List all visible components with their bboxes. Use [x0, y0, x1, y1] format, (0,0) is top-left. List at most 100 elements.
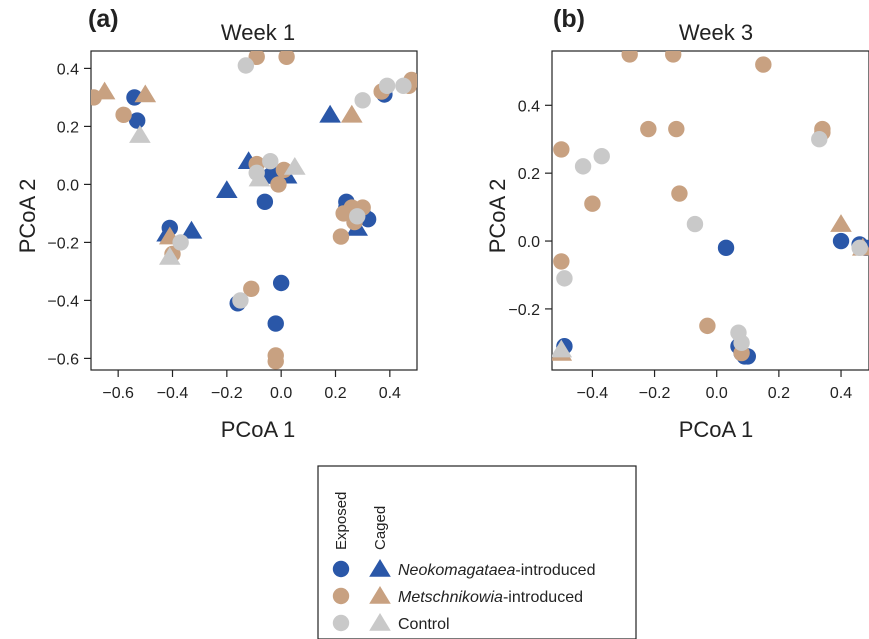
metschnikowia-exposed-point [668, 120, 685, 138]
legend-neokomagataea-caged-marker [369, 559, 391, 577]
panel-a-xlabel: PCoA 1 [221, 417, 296, 442]
metschnikowia-exposed-point [335, 205, 352, 222]
control-exposed-point [686, 215, 704, 233]
panel-a-plot: −0.6 −0.4 −0.2 0.0 0.2 0.4 −0.6 −0.4 −0.2 0.0 0.2 0… [47, 50, 418, 402]
metschnikowia-caged-point [134, 84, 157, 103]
control-exposed-point [733, 334, 750, 352]
control-caged-point [552, 339, 573, 358]
legend-col-exposed: Exposed [333, 492, 350, 550]
control-exposed-point [811, 131, 828, 148]
x-tick-label: −0.6 [102, 385, 134, 402]
x-tick-label: −0.4 [577, 385, 609, 402]
neokomagataea-exposed-point [256, 193, 274, 210]
control-caged-point [159, 246, 181, 265]
control-caged-point [283, 157, 306, 175]
metschnikowia-exposed-point [755, 56, 772, 73]
y-tick-label: 0.4 [57, 61, 79, 78]
legend-box [317, 465, 637, 639]
legend-control-exposed-marker [332, 614, 350, 632]
control-exposed-point [556, 270, 573, 287]
y-tick-label: 0.0 [518, 234, 540, 251]
y-tick-label: −0.2 [47, 235, 79, 252]
metschnikowia-exposed-point [332, 228, 350, 245]
y-tick-label: 0.2 [57, 119, 79, 136]
panel-b-ylabel: PCoA 2 [485, 179, 510, 254]
legend: Exposed Caged Neokomagataea-introduced Me… [317, 465, 637, 639]
legend-metschnikowia-caged-marker [369, 586, 391, 604]
legend-label-neokomagataea: Neokomagataea-introduced [398, 562, 595, 579]
metschnikowia-exposed-point [553, 141, 570, 158]
x-tick-label: 0.4 [830, 385, 852, 402]
legend-label-metschnikowia: Metschnikowia-introduced [398, 589, 583, 606]
control-exposed-point [262, 153, 279, 170]
metschnikowia-exposed-point [584, 195, 601, 212]
x-tick-label: 0.4 [379, 385, 401, 402]
panel-b-points [552, 51, 869, 365]
metschnikowia-exposed-point [640, 120, 657, 138]
neokomagataea-caged-point [180, 220, 203, 239]
control-exposed-point [354, 92, 371, 109]
metschnikowia-exposed-point [553, 253, 570, 270]
panel-b-plot: −0.4 −0.2 0.0 0.2 0.4 −0.2 0.0 0.2 0.4 [508, 50, 869, 402]
neokomagataea-exposed-point [717, 239, 735, 257]
panel-b-letter: (b) [553, 5, 585, 33]
x-tick-label: −0.2 [639, 385, 671, 402]
legend-rows: Neokomagataea-introduced Metschnikowia-in… [332, 559, 595, 633]
metschnikowia-exposed-point [621, 51, 638, 63]
legend-metschnikowia-exposed-marker [332, 587, 350, 605]
panel-a-letter: (a) [88, 5, 119, 33]
metschnikowia-exposed-point [699, 317, 716, 335]
metschnikowia-caged-point [341, 104, 363, 123]
control-exposed-point [378, 77, 396, 95]
neokomagataea-caged-point [319, 104, 341, 123]
panel-a-title: Week 1 [221, 20, 295, 45]
neokomagataea-exposed-point [272, 274, 290, 292]
control-exposed-point [395, 77, 412, 95]
panel-b-frame [551, 50, 869, 371]
neokomagataea-exposed-point [128, 112, 146, 129]
control-caged-point [129, 125, 151, 143]
neokomagataea-caged-point [216, 180, 238, 198]
control-exposed-point [851, 239, 868, 257]
panel-b-xlabel: PCoA 1 [679, 417, 754, 442]
metschnikowia-exposed-point [267, 353, 284, 370]
control-exposed-point [172, 234, 189, 251]
metschnikowia-caged-point [93, 81, 116, 100]
x-tick-label: 0.0 [706, 385, 728, 402]
panel-a-ylabel: PCoA 2 [15, 179, 40, 254]
x-tick-label: 0.0 [270, 385, 292, 402]
x-tick-label: −0.2 [211, 385, 243, 402]
y-tick-label: −0.4 [47, 293, 79, 310]
control-exposed-point [574, 158, 592, 175]
panel-b-title: Week 3 [679, 20, 753, 45]
y-tick-label: −0.2 [508, 302, 540, 319]
control-caged-point [248, 168, 271, 187]
metschnikowia-exposed-point [671, 185, 688, 202]
metschnikowia-exposed-point [278, 51, 295, 65]
legend-control-caged-marker [369, 613, 391, 631]
legend-col-caged: Caged [372, 506, 389, 550]
metschnikowia-exposed-point [270, 176, 287, 193]
y-tick-label: 0.0 [57, 177, 79, 194]
metschnikowia-exposed-point [243, 280, 260, 297]
x-tick-label: 0.2 [768, 385, 790, 402]
metschnikowia-exposed-point [115, 106, 132, 124]
control-exposed-point [349, 208, 366, 225]
y-tick-label: −0.6 [47, 351, 79, 368]
neokomagataea-exposed-point [267, 315, 284, 332]
panel-a-points [91, 51, 417, 370]
panel-a: (a) Week 1 PCoA 1 PCoA 2 −0.6 −0.4 −0.2 0.0… [15, 5, 418, 442]
x-tick-label: 0.2 [324, 385, 346, 402]
metschnikowia-exposed-point [665, 51, 682, 63]
panel-b: (b) Week 3 PCoA 1 PCoA 2 −0.4 −0.2 0.0 0.2 0… [485, 5, 869, 442]
y-tick-label: 0.4 [518, 98, 540, 115]
y-tick-label: 0.2 [518, 166, 540, 183]
legend-label-control: Control [398, 616, 450, 633]
control-exposed-point [593, 148, 610, 165]
x-tick-label: −0.4 [157, 385, 189, 402]
neokomagataea-exposed-point [832, 232, 850, 250]
metschnikowia-caged-point [830, 214, 852, 232]
legend-neokomagataea-exposed-marker [332, 560, 350, 578]
control-exposed-point [237, 57, 255, 74]
